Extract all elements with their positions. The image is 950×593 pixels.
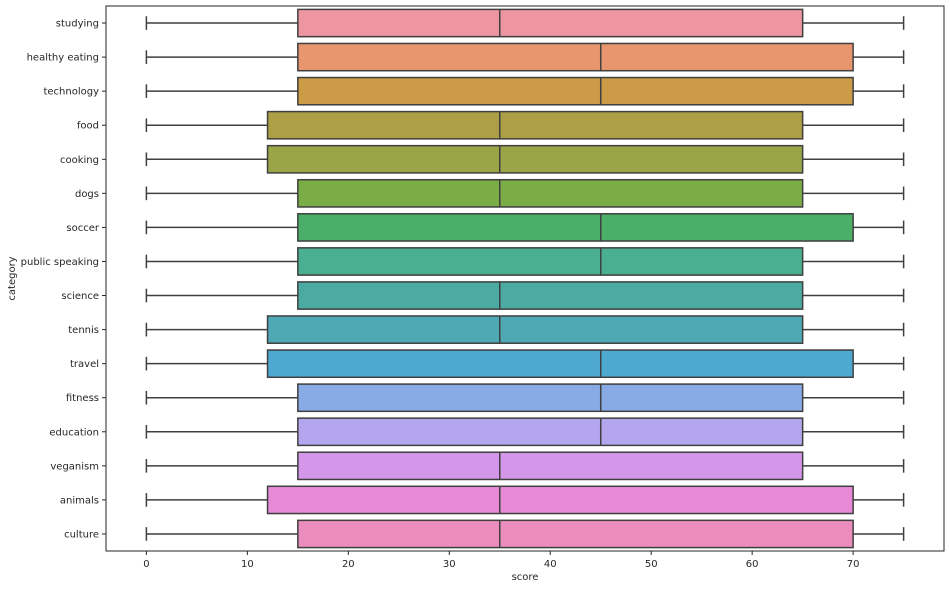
box-cooking	[266, 144, 804, 174]
box-education	[297, 417, 804, 447]
box-studying	[297, 8, 804, 38]
box-group-education	[145, 417, 905, 447]
y-axis: studying healthy eating technology food cook…	[21, 19, 106, 540]
box-group-animals	[145, 485, 905, 515]
y-tick-label-technology: technology	[43, 87, 99, 98]
box-group-dogs	[145, 178, 905, 208]
y-tick-label-public-speaking: public speaking	[21, 257, 99, 268]
x-axis-label: score	[512, 572, 539, 583]
y-tick-label-culture: culture	[64, 529, 99, 540]
box-veganism	[297, 451, 804, 481]
box-group-science	[145, 281, 905, 310]
y-tick-label-studying: studying	[56, 19, 99, 30]
box-science	[297, 281, 804, 310]
x-tick-label-0: 0	[143, 559, 149, 570]
box-technology	[297, 76, 854, 106]
y-tick-label-travel: travel	[70, 359, 99, 370]
x-tick-label-70: 70	[847, 559, 860, 570]
box-group-veganism	[145, 451, 905, 481]
box-public-speaking	[297, 247, 804, 276]
box-tennis	[266, 315, 804, 344]
y-tick-label-animals: animals	[60, 495, 99, 506]
box-group-public-speaking	[145, 247, 905, 276]
y-tick-label-veganism: veganism	[50, 461, 99, 472]
x-tick-label-40: 40	[544, 559, 557, 570]
box-group-tennis	[145, 315, 905, 344]
x-tick-label-50: 50	[645, 559, 658, 570]
box-group-soccer	[145, 213, 905, 242]
x-tick-label-60: 60	[746, 559, 759, 570]
box-travel	[266, 349, 854, 379]
y-tick-label-fitness: fitness	[66, 393, 99, 404]
box-healthy-eating	[297, 42, 854, 72]
box-dogs	[297, 178, 804, 208]
box-animals	[266, 485, 854, 515]
box-group-food	[145, 110, 905, 140]
boxes-layer	[145, 8, 905, 549]
plot-frame	[105, 5, 945, 552]
x-tick-label-10: 10	[241, 559, 254, 570]
y-tick-label-education: education	[49, 427, 99, 438]
box-group-culture	[145, 519, 905, 549]
box-group-cooking	[145, 144, 905, 174]
x-tick-label-20: 20	[342, 559, 355, 570]
y-tick-label-soccer: soccer	[66, 223, 99, 234]
box-group-technology	[145, 76, 905, 106]
box-culture	[297, 519, 854, 549]
x-tick-label-30: 30	[443, 559, 456, 570]
x-axis: 0 10 20 30 40 50 60 70	[143, 551, 859, 570]
y-axis-label: category	[7, 256, 18, 300]
y-tick-label-dogs: dogs	[75, 189, 99, 200]
box-group-studying	[145, 8, 905, 38]
y-tick-label-food: food	[77, 121, 99, 132]
box-food	[266, 110, 804, 140]
box-soccer	[297, 213, 854, 242]
box-group-travel	[145, 349, 905, 379]
box-group-healthy-eating	[145, 42, 905, 72]
y-tick-label-science: science	[61, 291, 99, 302]
box-fitness	[297, 383, 804, 413]
y-tick-label-healthy-eating: healthy eating	[27, 53, 99, 64]
box-group-fitness	[145, 383, 905, 413]
y-tick-label-tennis: tennis	[68, 325, 99, 336]
y-tick-label-cooking: cooking	[60, 155, 99, 166]
